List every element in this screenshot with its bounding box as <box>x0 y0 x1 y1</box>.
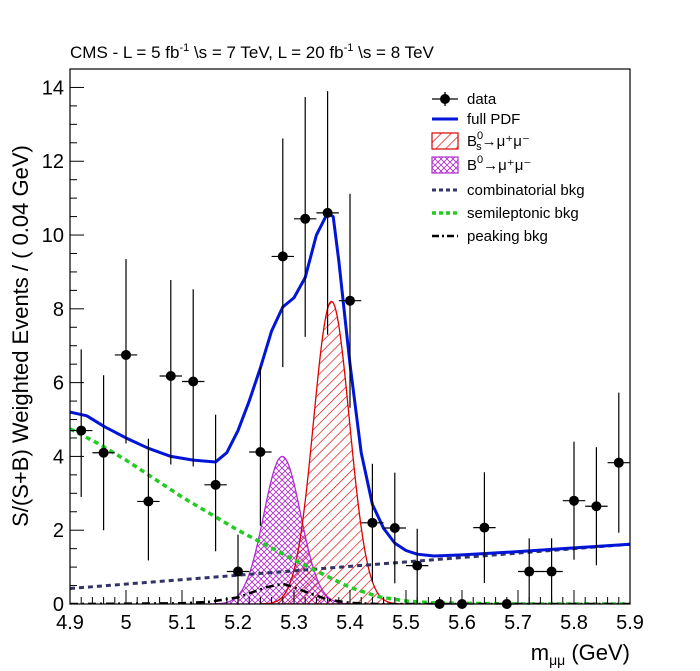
data-point <box>361 463 384 582</box>
data-marker <box>76 425 87 436</box>
data-marker <box>591 501 602 512</box>
data-point <box>518 538 541 605</box>
legend-entry-full-pdf: full PDF <box>432 111 520 128</box>
data-point <box>204 414 227 552</box>
data-point <box>159 280 182 465</box>
y-tick-label: 8 <box>53 299 64 321</box>
y-tick-label: 14 <box>42 77 64 99</box>
legend-peaking-label: peaking bkg <box>467 228 548 245</box>
legend-data-label: data <box>467 91 497 108</box>
data-marker <box>143 496 154 507</box>
chart-title: CMS - L = 5 fb-1 \s = 7 TeV, L = 20 fb-1… <box>70 42 435 62</box>
legend-full-pdf-label: full PDF <box>467 111 520 128</box>
data-marker <box>389 522 400 533</box>
x-tick-label: 4.9 <box>56 612 84 634</box>
data-marker <box>210 479 221 490</box>
legend: data full PDF B0 s→μ⁺μ⁻ B0→μ⁺μ⁻ combinato… <box>431 91 585 245</box>
data-marker <box>613 457 624 468</box>
data-marker <box>188 376 199 387</box>
data-marker <box>165 370 176 381</box>
x-tick-label: 5.3 <box>280 612 308 634</box>
data-point <box>383 472 406 584</box>
x-tick-label: 5.5 <box>392 612 420 634</box>
data-marker <box>98 447 109 458</box>
data-marker <box>367 517 378 528</box>
legend-semileptonic-label: semileptonic bkg <box>467 205 579 222</box>
data-marker <box>434 599 445 609</box>
data-point <box>450 599 474 609</box>
axes: 4.9 5 5.1 5.2 5.3 5.4 5.5 5.6 5.7 5.8 5.9 0 2 4 6 8 10 12… <box>42 68 644 634</box>
y-axis-label: S/(S+B) Weighted Events / ( 0.04 GeV) <box>8 145 33 527</box>
x-tick-label: 5.9 <box>616 612 644 634</box>
data-point <box>182 289 205 467</box>
data-marker <box>546 566 557 577</box>
legend-entry-data: data <box>432 91 497 108</box>
data-marker <box>121 349 131 360</box>
data-marker <box>412 560 423 571</box>
data-marker <box>501 599 512 609</box>
legend-b0-swatch <box>431 156 459 174</box>
legend-entry-b0: B0→μ⁺μ⁻ <box>431 154 531 174</box>
data-point <box>137 438 160 561</box>
x-tick-label: 5.2 <box>224 612 252 634</box>
data-marker <box>569 495 579 506</box>
y-tick-label: 0 <box>53 594 64 616</box>
y-tick-label: 10 <box>42 225 64 247</box>
data-point <box>540 538 563 605</box>
legend-bs-label: B0 s→μ⁺μ⁻ <box>467 130 530 153</box>
data-point <box>226 534 250 605</box>
data-marker <box>524 566 535 577</box>
data-marker <box>233 566 243 577</box>
data-marker <box>479 522 490 533</box>
data-point <box>316 91 339 335</box>
data-point <box>271 138 294 368</box>
x-tick-label: 5.4 <box>336 612 364 634</box>
data-point <box>562 441 586 560</box>
series-full-pdf <box>70 211 630 558</box>
legend-entry-semileptonic: semileptonic bkg <box>432 205 579 222</box>
x-tick-label: 5 <box>120 612 131 634</box>
data-point <box>607 392 630 533</box>
x-tick-label: 5.8 <box>560 612 588 634</box>
legend-combinatorial-label: combinatorial bkg <box>467 182 585 199</box>
series-peaking-bkg <box>70 582 630 604</box>
data-point <box>473 472 496 583</box>
data-point <box>70 349 93 497</box>
data-marker <box>300 213 311 224</box>
legend-b0-label: B0→μ⁺μ⁻ <box>467 154 531 174</box>
data-marker <box>457 599 467 609</box>
data-point <box>294 97 317 337</box>
data-points <box>70 91 630 609</box>
legend-data-marker <box>440 94 450 104</box>
x-tick-label: 5.6 <box>448 612 476 634</box>
legend-entry-bs: B0 s→μ⁺μ⁻ <box>431 130 530 153</box>
y-tick-label: 6 <box>53 373 64 395</box>
y-tick-label: 4 <box>53 446 64 468</box>
data-point <box>495 599 518 609</box>
data-point <box>249 367 272 526</box>
data-point <box>114 259 138 444</box>
data-point <box>406 528 429 603</box>
y-tick-label: 12 <box>42 151 64 173</box>
x-tick-label: 5.1 <box>168 612 196 634</box>
data-point <box>92 375 115 531</box>
y-tick-label: 2 <box>53 520 64 542</box>
data-marker <box>255 446 266 457</box>
data-marker <box>345 295 355 306</box>
data-point <box>428 599 451 609</box>
data-marker <box>277 251 288 262</box>
data-point <box>585 447 608 566</box>
legend-bs-swatch <box>431 132 459 150</box>
legend-entry-peaking: peaking bkg <box>432 228 548 245</box>
legend-entry-combinatorial: combinatorial bkg <box>432 182 585 199</box>
data-marker <box>322 207 333 218</box>
x-tick-label: 5.7 <box>504 612 532 634</box>
data-point <box>338 193 362 408</box>
x-axis-label: mμμ (GeV) <box>531 640 630 668</box>
